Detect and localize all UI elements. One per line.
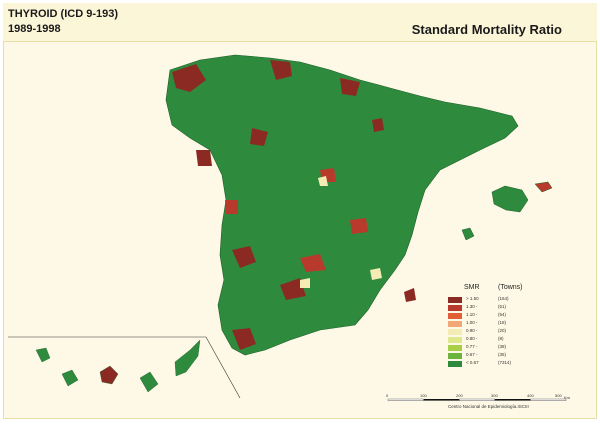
legend-count: (38): [498, 344, 507, 349]
canary-island-4: [139, 371, 159, 393]
legend-swatch: [448, 313, 462, 319]
legend-swatch: [448, 353, 462, 359]
scale-tick-500: 500: [555, 393, 562, 398]
header-band: [3, 3, 597, 41]
legend-rows: > 1.50 (164) 1.30 - (51) 1.10 - (54) 1.00 - (18…: [448, 296, 548, 368]
canary-island-5: [174, 339, 201, 377]
scale-tick-400: 400: [527, 393, 534, 398]
menorca-island: [534, 181, 553, 193]
legend-count: (35): [498, 352, 507, 357]
legend-item: > 1.50 (164): [448, 296, 548, 304]
legend-smr-heading: SMR: [464, 284, 480, 291]
legend-swatch: [448, 337, 462, 343]
high-smr-patches: [172, 60, 416, 350]
legend-label: 0.77 -: [466, 344, 478, 349]
scale-tick-200: 200: [456, 393, 463, 398]
legend-swatch: [448, 329, 462, 335]
mid-smr-patches: [225, 168, 368, 272]
canary-island-1: [35, 347, 51, 363]
legend-item: 0.77 - (38): [448, 344, 548, 352]
source-credit: Centro Nacional de Epidemiología.ISCIII: [448, 404, 529, 409]
light-smr-patches: [300, 176, 382, 288]
legend-item: 1.30 - (51): [448, 304, 548, 312]
legend-count: (54): [498, 312, 507, 317]
map-title: THYROID (ICD 9-193): [8, 8, 119, 20]
ibiza-island: [461, 227, 475, 241]
legend-towns-heading: (Towns): [498, 284, 523, 291]
legend-count: (20): [498, 328, 507, 333]
scale-tick-100: 100: [420, 393, 427, 398]
legend-swatch: [448, 321, 462, 327]
legend-item: 0.67 - (35): [448, 352, 548, 360]
smr-legend: SMR (Towns) > 1.50 (164) 1.30 - (51) 1.10 - (…: [448, 284, 548, 368]
legend-count: (164): [498, 296, 509, 301]
legend-label: 1.30 -: [466, 304, 478, 309]
legend-swatch: [448, 361, 462, 367]
legend-header: SMR (Towns): [448, 284, 548, 296]
legend-item: 1.10 - (54): [448, 312, 548, 320]
legend-swatch: [448, 297, 462, 303]
mallorca-island: [491, 185, 529, 213]
legend-label: < 0.67: [466, 360, 479, 365]
legend-swatch: [448, 345, 462, 351]
legend-label: 0.67 -: [466, 352, 478, 357]
legend-count: (51): [498, 304, 507, 309]
canary-island-3: [99, 365, 119, 385]
legend-item: 0.80 - (8): [448, 336, 548, 344]
map-subject: Standard Mortality Ratio: [411, 22, 562, 37]
scale-tick-300: 300: [491, 393, 498, 398]
scale-unit: Km: [564, 395, 570, 400]
legend-item: < 0.67 (7314): [448, 360, 548, 368]
legend-item: 0.90 - (20): [448, 328, 548, 336]
canary-island-2: [61, 369, 79, 387]
canary-inset-line: [8, 336, 241, 399]
legend-count: (7314): [498, 360, 512, 365]
scale-tick-0: 0: [386, 393, 389, 398]
legend-label: > 1.50: [466, 296, 479, 301]
legend-label: 0.80 -: [466, 336, 478, 341]
legend-count: (8): [498, 336, 504, 341]
map-years: 1989-1998: [8, 23, 61, 35]
legend-swatch: [448, 305, 462, 311]
legend-item: 1.00 - (18): [448, 320, 548, 328]
scale-bar: [387, 398, 567, 401]
legend-label: 0.90 -: [466, 328, 478, 333]
legend-label: 1.10 -: [466, 312, 478, 317]
legend-label: 1.00 -: [466, 320, 478, 325]
legend-count: (18): [498, 320, 507, 325]
